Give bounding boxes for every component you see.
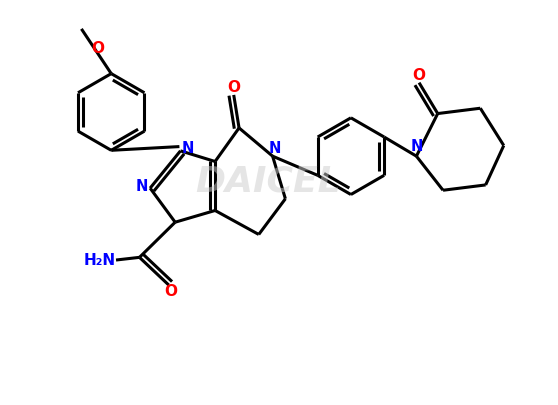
- Text: N: N: [136, 179, 148, 194]
- Text: N: N: [269, 141, 281, 156]
- Text: O: O: [412, 68, 426, 83]
- Text: O: O: [91, 41, 104, 56]
- Text: O: O: [227, 81, 240, 96]
- Text: H₂N: H₂N: [84, 253, 116, 268]
- Text: O: O: [165, 284, 177, 299]
- Text: DAICEL: DAICEL: [195, 164, 341, 198]
- Text: N: N: [410, 139, 422, 154]
- Text: N: N: [181, 141, 194, 156]
